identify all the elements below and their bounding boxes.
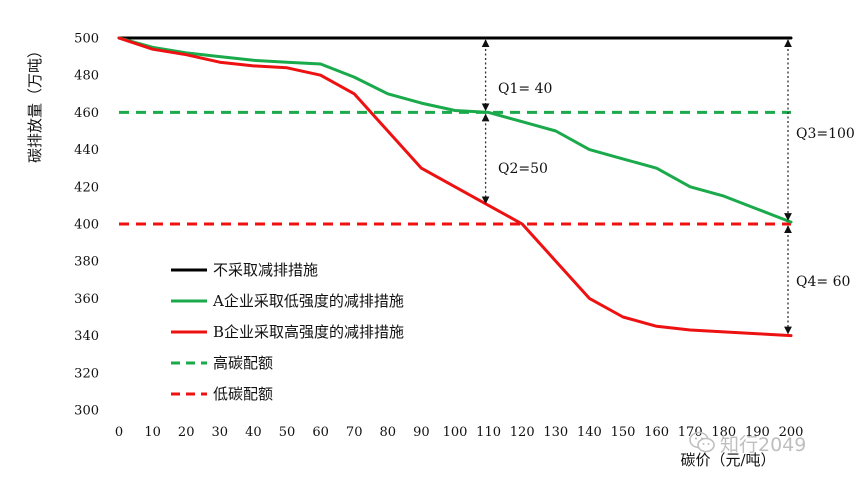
x-tick-label: 30 <box>212 425 229 440</box>
annotation-label: Q3=100 <box>796 126 855 142</box>
x-tick-label: 190 <box>745 425 770 440</box>
x-tick-label: 20 <box>178 425 195 440</box>
y-tick-label: 440 <box>74 143 99 158</box>
y-tick-label: 360 <box>74 292 99 307</box>
annotation-label: Q2=50 <box>498 161 548 177</box>
x-tick-label: 0 <box>115 425 123 440</box>
legend-label: B企业采取高强度的减排措施 <box>213 323 404 341</box>
series-layer <box>117 36 793 338</box>
x-tick-label: 90 <box>413 425 430 440</box>
y-tick-label: 480 <box>74 69 99 84</box>
legend-label: 高碳配额 <box>213 354 273 372</box>
x-tick-label: 50 <box>279 425 296 440</box>
annotation-label: Q1= 40 <box>498 81 552 97</box>
x-tick-label: 180 <box>711 425 736 440</box>
legend-label: 不采取减排措施 <box>213 261 318 279</box>
annotation-layer: Q1= 40 Q2=50 Q3=100 Q4= 60 <box>481 39 855 335</box>
x-tick-label: 160 <box>644 425 669 440</box>
x-tick-label: 100 <box>443 425 468 440</box>
y-tick-label: 380 <box>74 255 99 270</box>
x-tick-label: 130 <box>543 425 568 440</box>
x-tick-label: 140 <box>577 425 602 440</box>
x-tick-label: 80 <box>380 425 397 440</box>
legend-label: 低碳配额 <box>213 385 273 403</box>
x-tick-label: 110 <box>476 425 501 440</box>
y-tick-label: 460 <box>74 106 99 121</box>
y-tick-label: 300 <box>74 404 99 419</box>
y-tick-label: 400 <box>74 218 99 233</box>
watermark: 知行2049 <box>688 428 848 456</box>
x-tick-label: 60 <box>312 425 329 440</box>
x-tick-label: 70 <box>346 425 363 440</box>
wechat-icon <box>689 431 715 453</box>
x-tick-label: 10 <box>144 425 161 440</box>
x-axis: 0 10 20 30 40 50 60 70 80 90 100 110 120 130 140 150 160… <box>115 425 804 440</box>
x-tick-label: 200 <box>779 425 804 440</box>
y-tick-label: 320 <box>74 366 99 381</box>
legend: 不采取减排措施 A企业采取低强度的减排措施 B企业采取高强度的减排措施高碳配额低碳配… <box>171 261 404 403</box>
x-tick-label: 40 <box>245 425 262 440</box>
y-tick-label: 500 <box>74 32 99 47</box>
series-line-3 <box>117 36 793 338</box>
x-axis-title: 碳价（元/吨） <box>680 451 775 469</box>
legend-label: A企业采取低强度的减排措施 <box>212 292 404 310</box>
series-line-2 <box>117 36 793 224</box>
x-tick-label: 170 <box>678 425 703 440</box>
y-tick-label: 340 <box>74 329 99 344</box>
y-axis: 300 320 340 360 380 400 420 440 460 480 500 <box>74 32 99 419</box>
annotation-label: Q4= 60 <box>796 274 850 290</box>
y-tick-label: 420 <box>74 180 99 195</box>
x-tick-label: 150 <box>611 425 636 440</box>
x-tick-label: 120 <box>510 425 535 440</box>
watermark-text: 知行2049 <box>720 434 807 456</box>
y-axis-title: 碳排放量（万吨） <box>26 43 44 163</box>
